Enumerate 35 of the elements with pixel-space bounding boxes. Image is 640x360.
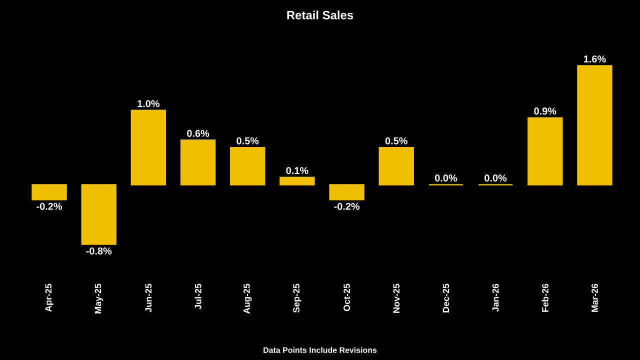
chart-title: Retail Sales (287, 10, 354, 20)
x-tick-label: Sep-25 (293, 284, 302, 313)
data-label: 0.1% (286, 167, 308, 174)
x-tick-label: Apr-25 (45, 284, 54, 312)
data-label: 0.5% (236, 137, 259, 144)
x-tick-label: Mar-26 (592, 284, 598, 312)
x-tick-label: Dec-25 (442, 284, 450, 312)
data-label: 1.0% (138, 100, 160, 108)
x-tick-label: Jan-26 (492, 284, 499, 312)
x-tick-label: Jul-25 (194, 284, 202, 310)
bar (329, 184, 364, 200)
data-label: 0.6% (187, 130, 210, 137)
data-label: 1.6% (584, 55, 606, 63)
x-tick-label: Nov-25 (393, 284, 400, 313)
data-label: -0.8% (86, 247, 112, 255)
data-label: 0.9% (534, 108, 556, 115)
bar (81, 184, 116, 245)
x-tick-label: Jun-25 (145, 284, 152, 312)
data-label: 0.5% (385, 137, 408, 144)
x-tick-label: Oct-25 (344, 284, 350, 312)
bar (230, 146, 266, 186)
data-label: 0.0% (484, 174, 507, 182)
bar (32, 184, 67, 200)
x-tick-label: Feb-26 (542, 284, 548, 312)
data-label: -0.2% (36, 202, 62, 210)
bar (180, 140, 216, 186)
bar (378, 146, 414, 186)
x-tick-label: May-25 (94, 284, 103, 314)
bar (280, 176, 315, 186)
x-tick-label: Aug-25 (244, 284, 252, 314)
data-label: -0.2% (334, 202, 360, 210)
bar (577, 65, 612, 186)
bar (528, 117, 563, 186)
bar (130, 110, 166, 186)
data-label: 0.0% (435, 174, 458, 182)
